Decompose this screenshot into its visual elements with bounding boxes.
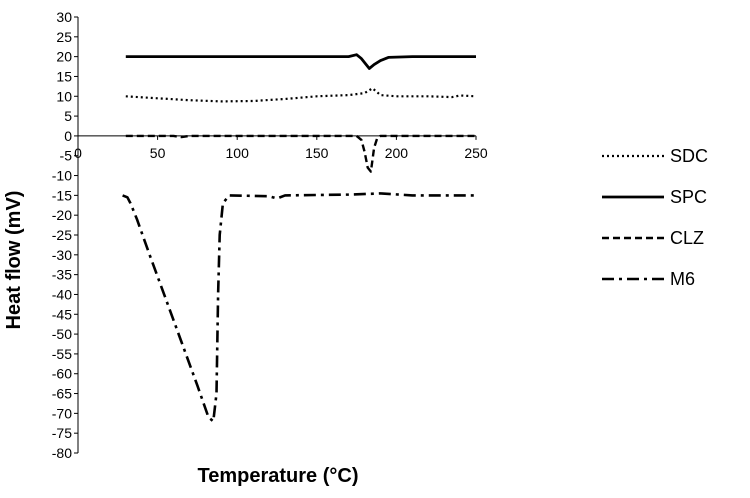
y-tick-label: -35	[52, 267, 72, 283]
y-tick-label: -70	[52, 405, 72, 421]
legend-label-spc: SPC	[670, 187, 707, 207]
plot-area	[77, 17, 476, 453]
x-axis-title: Temperature (°C)	[198, 465, 359, 487]
y-tick-label: -15	[52, 187, 72, 203]
y-tick-label: 20	[56, 49, 72, 65]
y-tick-label: -10	[52, 168, 72, 184]
y-tick-label: -20	[52, 207, 72, 223]
y-tick-label: 25	[56, 29, 72, 45]
x-axis-ticks: 0 50 100 150 200 250	[74, 135, 488, 161]
y-tick-label: -30	[52, 247, 72, 263]
series-lines	[122, 53, 477, 423]
x-tick-label: 50	[150, 145, 166, 161]
y-tick-label: 5	[64, 108, 72, 124]
y-tick-label: -25	[52, 227, 72, 243]
y-tick-label: -45	[52, 306, 72, 322]
legend-label-m6: M6	[670, 269, 695, 289]
series-line-m6	[122, 192, 476, 423]
series-line-sdc	[125, 87, 477, 103]
y-tick-label: -50	[52, 326, 72, 342]
y-tick-label: 0	[64, 128, 72, 144]
y-tick-label: -60	[52, 366, 72, 382]
y-tick-label: 10	[56, 88, 72, 104]
series-line-spc	[125, 53, 476, 70]
y-tick-label: 15	[56, 68, 72, 84]
y-tick-label: 30	[56, 9, 72, 25]
y-axis-ticks: 30 25 20 15 10 5 0 -5 -10 -15 -20 -25 -30 -35 -40 -45 -5…	[52, 9, 78, 461]
x-tick-label: 0	[74, 145, 82, 161]
y-tick-label: -55	[52, 346, 72, 362]
series-line-clz	[125, 134, 476, 173]
y-axis-title: Heat flow (mV)	[3, 191, 25, 330]
y-tick-label: -75	[52, 425, 72, 441]
x-tick-label: 150	[305, 145, 329, 161]
y-tick-label: -5	[60, 148, 73, 164]
y-tick-label: -80	[52, 445, 72, 461]
legend-label-sdc: SDC	[670, 146, 708, 166]
legend-label-clz: CLZ	[670, 228, 704, 248]
y-tick-label: -40	[52, 286, 72, 302]
x-tick-label: 200	[385, 145, 409, 161]
y-tick-label: -65	[52, 386, 72, 402]
x-tick-label: 250	[464, 145, 488, 161]
x-tick-label: 100	[226, 145, 250, 161]
legend: SDC SPC CLZ M6	[602, 146, 708, 289]
